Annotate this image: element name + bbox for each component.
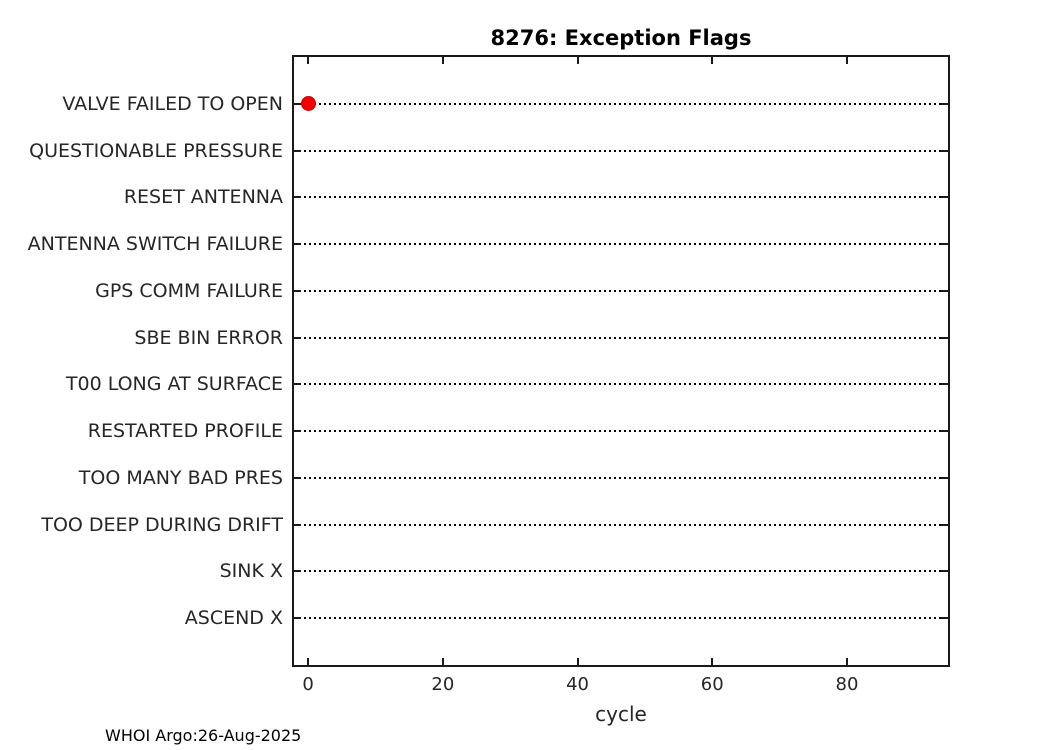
gridline <box>294 102 948 105</box>
y-tick-label: QUESTIONABLE PRESSURE <box>29 139 283 162</box>
y-tick <box>294 523 301 526</box>
y-tick <box>941 617 948 620</box>
gridline <box>294 617 948 620</box>
y-tick <box>941 336 948 339</box>
x-tick <box>845 57 848 64</box>
y-tick <box>941 383 948 386</box>
y-tick <box>294 149 301 152</box>
y-tick-label: RESTARTED PROFILE <box>87 420 283 443</box>
y-tick-label: VALVE FAILED TO OPEN <box>62 92 283 115</box>
y-tick-label: TOO DEEP DURING DRIFT <box>41 513 283 536</box>
y-tick <box>941 289 948 292</box>
x-tick <box>307 658 310 665</box>
y-tick <box>941 102 948 105</box>
y-tick-label: ASCEND X <box>184 607 283 630</box>
plot-area <box>292 55 950 667</box>
gridline <box>294 476 948 479</box>
x-tick <box>711 57 714 64</box>
x-axis-label: cycle <box>595 702 647 726</box>
y-tick-label: SINK X <box>219 560 283 583</box>
y-tick <box>941 196 948 199</box>
gridline <box>294 430 948 433</box>
y-tick-label: ANTENNA SWITCH FAILURE <box>27 233 283 256</box>
y-tick <box>941 149 948 152</box>
y-tick-label: RESET ANTENNA <box>123 186 283 209</box>
x-tick-label: 80 <box>835 674 859 695</box>
gridline <box>294 523 948 526</box>
y-tick <box>294 617 301 620</box>
x-tick <box>576 57 579 64</box>
gridline <box>294 570 948 573</box>
x-tick <box>576 658 579 665</box>
x-tick <box>845 658 848 665</box>
x-tick <box>307 57 310 64</box>
y-tick <box>294 102 301 105</box>
gridline <box>294 196 948 199</box>
gridline <box>294 383 948 386</box>
y-tick-label: T00 LONG AT SURFACE <box>65 373 283 396</box>
y-tick <box>294 570 301 573</box>
gridline <box>294 149 948 152</box>
y-tick <box>941 243 948 246</box>
data-point-marker <box>300 96 316 112</box>
plot-inner <box>294 57 948 665</box>
x-tick-label: 40 <box>566 674 589 695</box>
y-tick <box>294 336 301 339</box>
y-tick-label: TOO MANY BAD PRES <box>78 466 283 489</box>
y-tick <box>941 523 948 526</box>
y-tick <box>294 243 301 246</box>
x-tick-label: 0 <box>302 674 314 695</box>
chart-title: 8276: Exception Flags <box>490 26 752 50</box>
y-tick <box>941 430 948 433</box>
y-tick <box>294 476 301 479</box>
x-tick-label: 60 <box>700 674 724 695</box>
y-tick <box>294 289 301 292</box>
gridline <box>294 336 948 339</box>
y-tick-label: GPS COMM FAILURE <box>95 279 283 302</box>
x-tick <box>711 658 714 665</box>
gridline <box>294 243 948 246</box>
y-tick <box>294 383 301 386</box>
gridline <box>294 289 948 292</box>
y-tick <box>294 196 301 199</box>
x-tick-label: 20 <box>431 674 455 695</box>
x-tick <box>441 658 444 665</box>
y-tick <box>294 430 301 433</box>
y-tick <box>941 476 948 479</box>
y-tick-label: SBE BIN ERROR <box>134 326 283 349</box>
y-tick <box>941 570 948 573</box>
x-tick <box>441 57 444 64</box>
footer-watermark: WHOI Argo:26-Aug-2025 <box>105 726 302 745</box>
